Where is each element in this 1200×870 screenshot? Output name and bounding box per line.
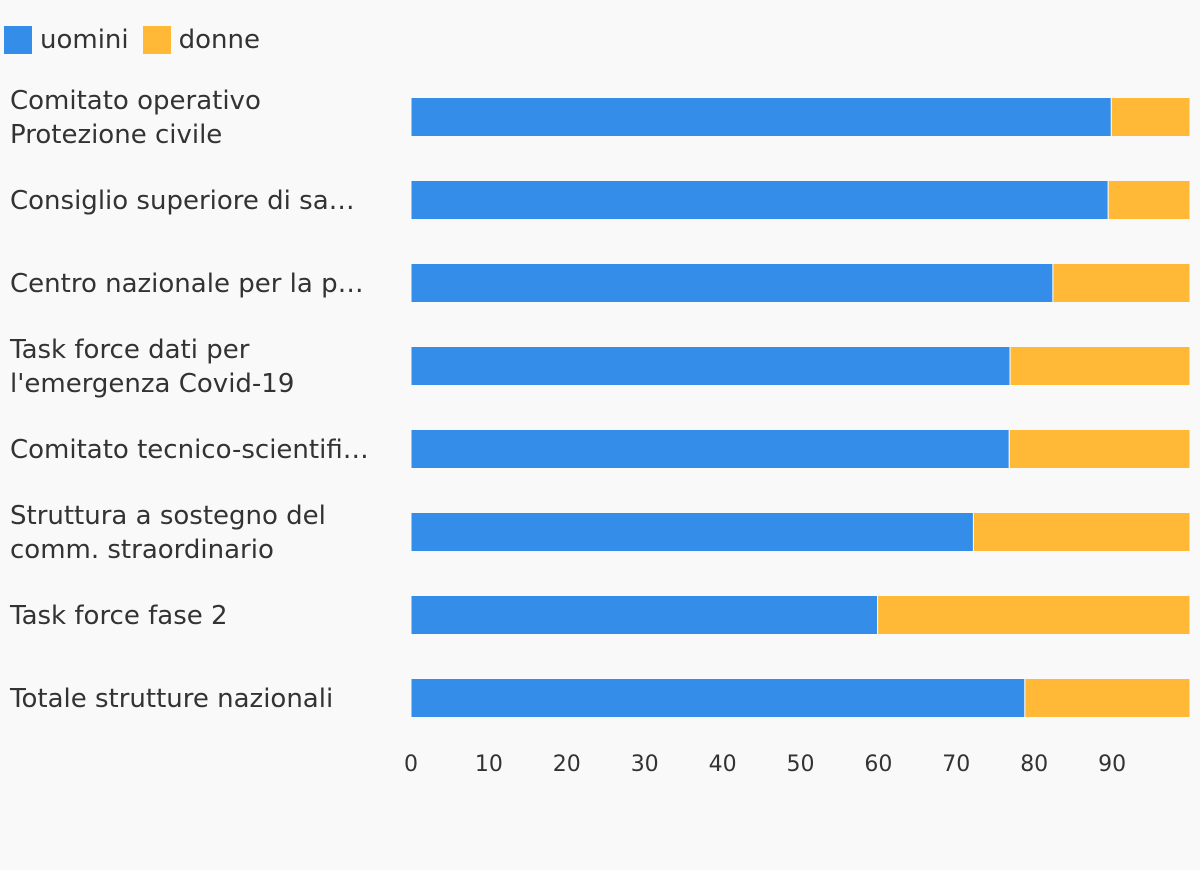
bar-donne[interactable] <box>1024 678 1191 718</box>
bar-uomini[interactable] <box>410 180 1109 220</box>
category-label: Consiglio superiore di sa… <box>10 186 355 216</box>
category-label: Task force fase 2 <box>9 601 228 631</box>
chart-legend: uomini donne <box>4 22 274 58</box>
bar-donne[interactable] <box>972 512 1191 552</box>
x-tick-label: 0 <box>404 752 418 777</box>
x-tick-label: 30 <box>631 752 659 777</box>
category-label-line: Protezione civile <box>10 120 222 150</box>
category-label: Comitato operativo Protezione civile <box>10 86 261 150</box>
bar-donne[interactable] <box>1107 180 1191 220</box>
category-label-line: Task force dati per <box>9 335 250 365</box>
category-label: Centro nazionale per la p… <box>10 269 364 299</box>
legend-swatch-donne <box>142 26 171 54</box>
bar-uomini[interactable] <box>410 97 1112 137</box>
category-label-line: Comitato tecnico-scientifi… <box>10 435 369 465</box>
category-label-line: Struttura a sostegno del <box>10 501 326 531</box>
bar-uomini[interactable] <box>410 429 1010 469</box>
x-tick-label: 40 <box>709 752 737 777</box>
x-tick-label: 60 <box>864 752 892 777</box>
bar-donne[interactable] <box>1052 263 1191 303</box>
category-label-line: comm. straordinario <box>10 535 274 565</box>
legend-item-donne[interactable]: donne <box>142 22 261 58</box>
x-tick-label: 70 <box>942 752 970 777</box>
legend-label-uomini: uomini <box>40 25 129 55</box>
bar-donne[interactable] <box>877 595 1191 635</box>
bar-donne[interactable] <box>1009 346 1191 386</box>
x-tick-label: 20 <box>553 752 581 777</box>
category-label-line: Task force fase 2 <box>9 601 228 631</box>
category-label: Totale strutture nazionali <box>9 684 333 714</box>
category-label-line: l'emergenza Covid-19 <box>10 369 294 399</box>
category-label: Struttura a sostegno del comm. straordina… <box>10 501 326 565</box>
legend-swatch-uomini <box>4 26 32 54</box>
bar-uomini[interactable] <box>410 595 879 635</box>
bar-donne[interactable] <box>1110 97 1191 137</box>
x-tick-label: 50 <box>787 752 815 777</box>
bar-donne[interactable] <box>1008 429 1191 469</box>
x-tick-label: 90 <box>1098 752 1126 777</box>
x-tick-label: 80 <box>1020 752 1048 777</box>
category-label: Comitato tecnico-scientifi… <box>10 435 369 465</box>
x-tick-label: 10 <box>475 752 503 777</box>
category-label-line: Comitato operativo <box>10 86 261 116</box>
bar-uomini[interactable] <box>410 263 1054 303</box>
category-label-line: Totale strutture nazionali <box>9 684 333 714</box>
category-label: Task force dati per l'emergenza Covid-19 <box>9 335 294 399</box>
bar-uomini[interactable] <box>410 512 974 552</box>
bar-uomini[interactable] <box>410 346 1011 386</box>
bar-uomini[interactable] <box>410 678 1026 718</box>
category-label-line: Centro nazionale per la p… <box>10 269 364 299</box>
legend-label-donne: donne <box>178 25 261 55</box>
legend-item-uomini[interactable]: uomini <box>4 22 129 58</box>
category-label-line: Consiglio superiore di sa… <box>10 186 355 216</box>
